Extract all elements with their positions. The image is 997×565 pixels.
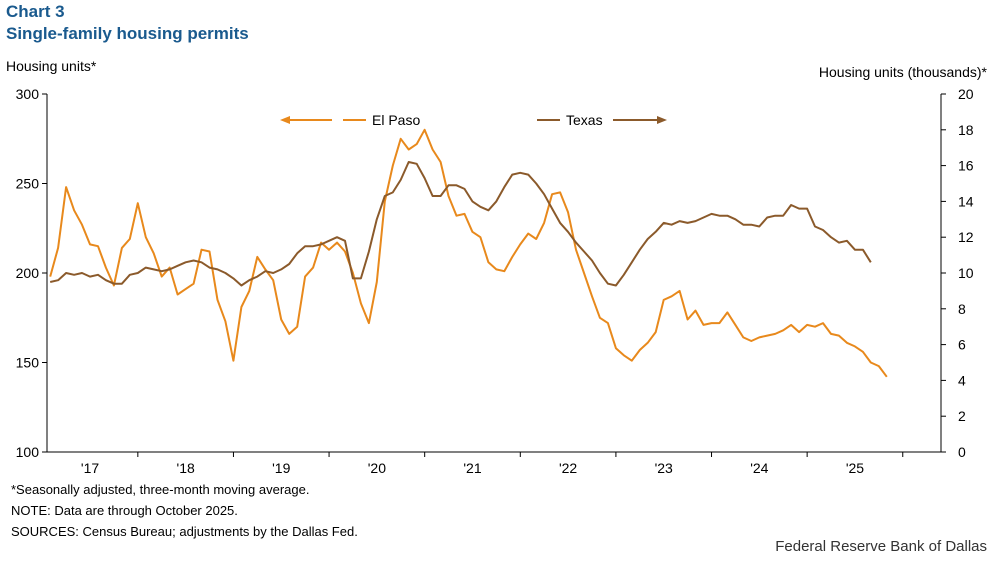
left-tick-label: 200 [16,265,40,281]
right-tick-label: 14 [958,193,974,209]
el-paso-series-line [49,128,888,378]
right-tick-label: 4 [958,372,966,388]
x-tick-label: '25 [846,460,864,476]
x-tick-label: '23 [655,460,673,476]
el-paso-arrow-head [280,116,290,124]
x-tick-label: '24 [750,460,768,476]
right-tick-label: 6 [958,337,966,353]
left-tick-label: 100 [16,444,40,460]
footnote-data-through: NOTE: Data are through October 2025. [11,503,238,518]
x-tick-label: '22 [559,460,577,476]
right-axis-title: Housing units (thousands)* [818,64,987,80]
right-tick-label: 18 [958,122,974,138]
footnote-seasonal: *Seasonally adjusted, three-month moving… [11,482,310,497]
chart-legend: El Paso Texas [280,112,667,128]
left-tick-label: 300 [16,86,40,102]
right-tick-label: 16 [958,158,974,174]
x-tick-label: '19 [272,460,290,476]
right-tick-label: 2 [958,408,966,424]
chart-plot: 100 150 200 250 300 0 2 4 6 8 10 12 14 16 18 20 '17 '18 '1… [16,86,974,476]
chart-axes: 100 150 200 250 300 0 2 4 6 8 10 12 14 16 18 20 '17 '18 '1… [16,86,974,476]
x-tick-label: '21 [463,460,481,476]
brand-label: Federal Reserve Bank of Dallas [775,538,987,555]
right-tick-label: 20 [958,86,974,102]
right-tick-label: 8 [958,301,966,317]
el-paso-legend-label: El Paso [372,112,420,128]
chart-number: Chart 3 [6,2,65,21]
x-tick-label: '18 [177,460,195,476]
footnote-sources: SOURCES: Census Bureau; adjustments by t… [11,524,358,539]
left-axis-title: Housing units* [6,58,97,74]
texas-legend-label: Texas [566,112,603,128]
left-tick-label: 150 [16,355,40,371]
x-tick-label: '20 [368,460,386,476]
left-tick-label: 250 [16,176,40,192]
x-tick-label: '17 [81,460,99,476]
right-tick-label: 0 [958,444,966,460]
chart-title: Single-family housing permits [6,24,249,43]
chart-series [49,128,888,378]
right-tick-label: 12 [958,229,974,245]
texas-series-line [49,161,872,287]
right-tick-label: 10 [958,265,974,281]
texas-arrow-head [657,116,667,124]
